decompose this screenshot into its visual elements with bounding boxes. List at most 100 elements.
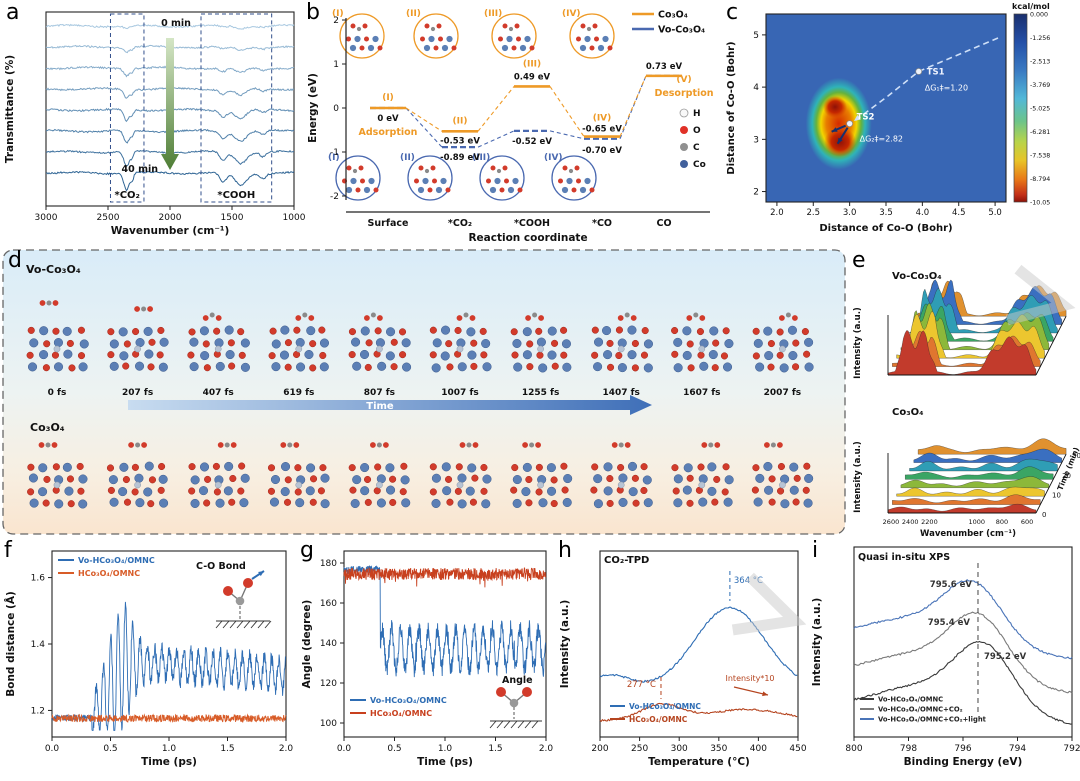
atom-c xyxy=(624,312,630,318)
legend-1: Vo-HCo₃O₄/OMNC xyxy=(370,696,447,705)
h-title: CO₂-TPD xyxy=(604,555,649,566)
legend-2: HCo₃O₄/OMNC xyxy=(629,715,688,724)
atom xyxy=(188,328,196,336)
axes-box xyxy=(51,550,287,738)
level-connector xyxy=(477,130,515,148)
fes-minimum xyxy=(823,95,848,118)
atom xyxy=(432,338,442,348)
atom-o xyxy=(243,578,253,588)
atom xyxy=(591,326,599,334)
atom xyxy=(753,497,763,507)
state-label-bottom: (IV) xyxy=(544,153,563,163)
time-arrow xyxy=(161,38,179,170)
subpanel-label-vo: Vo-Co₃O₄ xyxy=(892,271,942,282)
atom xyxy=(697,351,705,359)
atom xyxy=(724,339,734,349)
b-xlabel: Reaction coordinate xyxy=(468,232,587,244)
atom xyxy=(304,349,314,360)
atom xyxy=(53,362,64,372)
atom xyxy=(486,178,491,184)
atom xyxy=(238,351,246,359)
atom xyxy=(401,338,411,348)
atom-legend-dot xyxy=(680,143,688,151)
atom xyxy=(38,487,48,497)
atom-center xyxy=(698,345,706,353)
spectra-trace xyxy=(887,330,1037,376)
panel-d-aimd-snapshots: Vo-Co₃O₄ 0 fs 207 fs 407 fs 619 fs 807 fs 1007… xyxy=(2,249,846,535)
atom xyxy=(627,350,637,360)
panel-letter-h: h xyxy=(558,538,572,563)
atom xyxy=(385,327,396,337)
atom-o xyxy=(525,315,531,321)
ts2-dg: ΔG₂‡=2.82 xyxy=(860,135,903,144)
xlabel: Temperature (°C) xyxy=(648,756,750,768)
hatch-mark xyxy=(489,720,497,729)
atom xyxy=(199,326,209,336)
atom xyxy=(280,325,290,335)
atom xyxy=(360,178,365,184)
atom xyxy=(482,362,492,372)
atom xyxy=(135,337,145,348)
atom xyxy=(27,326,35,334)
x-tick: 5.0 xyxy=(988,208,1002,218)
colorbar-title: kcal/mol xyxy=(1012,2,1050,11)
atom xyxy=(239,498,249,508)
atom xyxy=(780,499,790,509)
atom xyxy=(763,461,773,472)
atom xyxy=(107,351,115,359)
atom xyxy=(267,464,276,472)
spectra-trace xyxy=(917,438,1067,455)
atom xyxy=(78,499,88,509)
atom xyxy=(643,339,654,349)
atom xyxy=(147,500,155,508)
x-tick: 794 xyxy=(1009,744,1026,754)
spectra-trace xyxy=(913,448,1062,463)
atom xyxy=(67,500,75,508)
atom-o xyxy=(611,442,618,448)
atom xyxy=(698,497,708,507)
panel-a-ftir-chart: 3000 2500 2000 1500 1000 Wavenumber (cm⁻¹) Tra… xyxy=(4,11,306,237)
atom xyxy=(597,44,605,52)
atom-o xyxy=(764,442,770,448)
atom xyxy=(525,475,533,484)
x-tick: 250 xyxy=(631,744,648,754)
atom xyxy=(499,187,505,193)
atom xyxy=(427,187,433,193)
xlabel: Time (ps) xyxy=(417,756,473,768)
atom-center xyxy=(53,481,61,489)
atom-o xyxy=(217,442,224,448)
atom xyxy=(27,463,35,471)
atom xyxy=(144,349,154,359)
atom xyxy=(711,364,719,372)
hatch-mark xyxy=(222,620,230,629)
atom xyxy=(432,178,437,184)
atom xyxy=(777,462,785,471)
hatch-mark xyxy=(264,620,272,629)
atom xyxy=(293,326,301,334)
atom xyxy=(698,474,708,484)
x-tick: 0.5 xyxy=(387,744,401,754)
y-tick: 3 xyxy=(753,135,759,145)
atom xyxy=(550,499,558,508)
atom xyxy=(579,186,587,194)
subpanel-label-co3o4: Co₃O₄ xyxy=(892,407,923,418)
atom-center xyxy=(295,481,303,489)
atom xyxy=(512,338,522,349)
state-v: (V) xyxy=(676,75,691,85)
x-tick: 1500 xyxy=(221,213,244,223)
atom xyxy=(713,475,721,483)
atom-c xyxy=(532,312,538,318)
atom xyxy=(804,362,814,372)
atom xyxy=(147,363,155,371)
y-tick: 5 xyxy=(753,31,759,41)
time-label: 2007 fs xyxy=(764,388,801,398)
atom xyxy=(576,36,581,42)
atom xyxy=(480,351,488,359)
atom xyxy=(319,351,327,360)
atom xyxy=(792,339,800,347)
atom xyxy=(803,498,813,508)
atom xyxy=(108,475,118,485)
atom xyxy=(767,340,775,348)
atom xyxy=(123,340,131,348)
atom xyxy=(202,340,210,348)
